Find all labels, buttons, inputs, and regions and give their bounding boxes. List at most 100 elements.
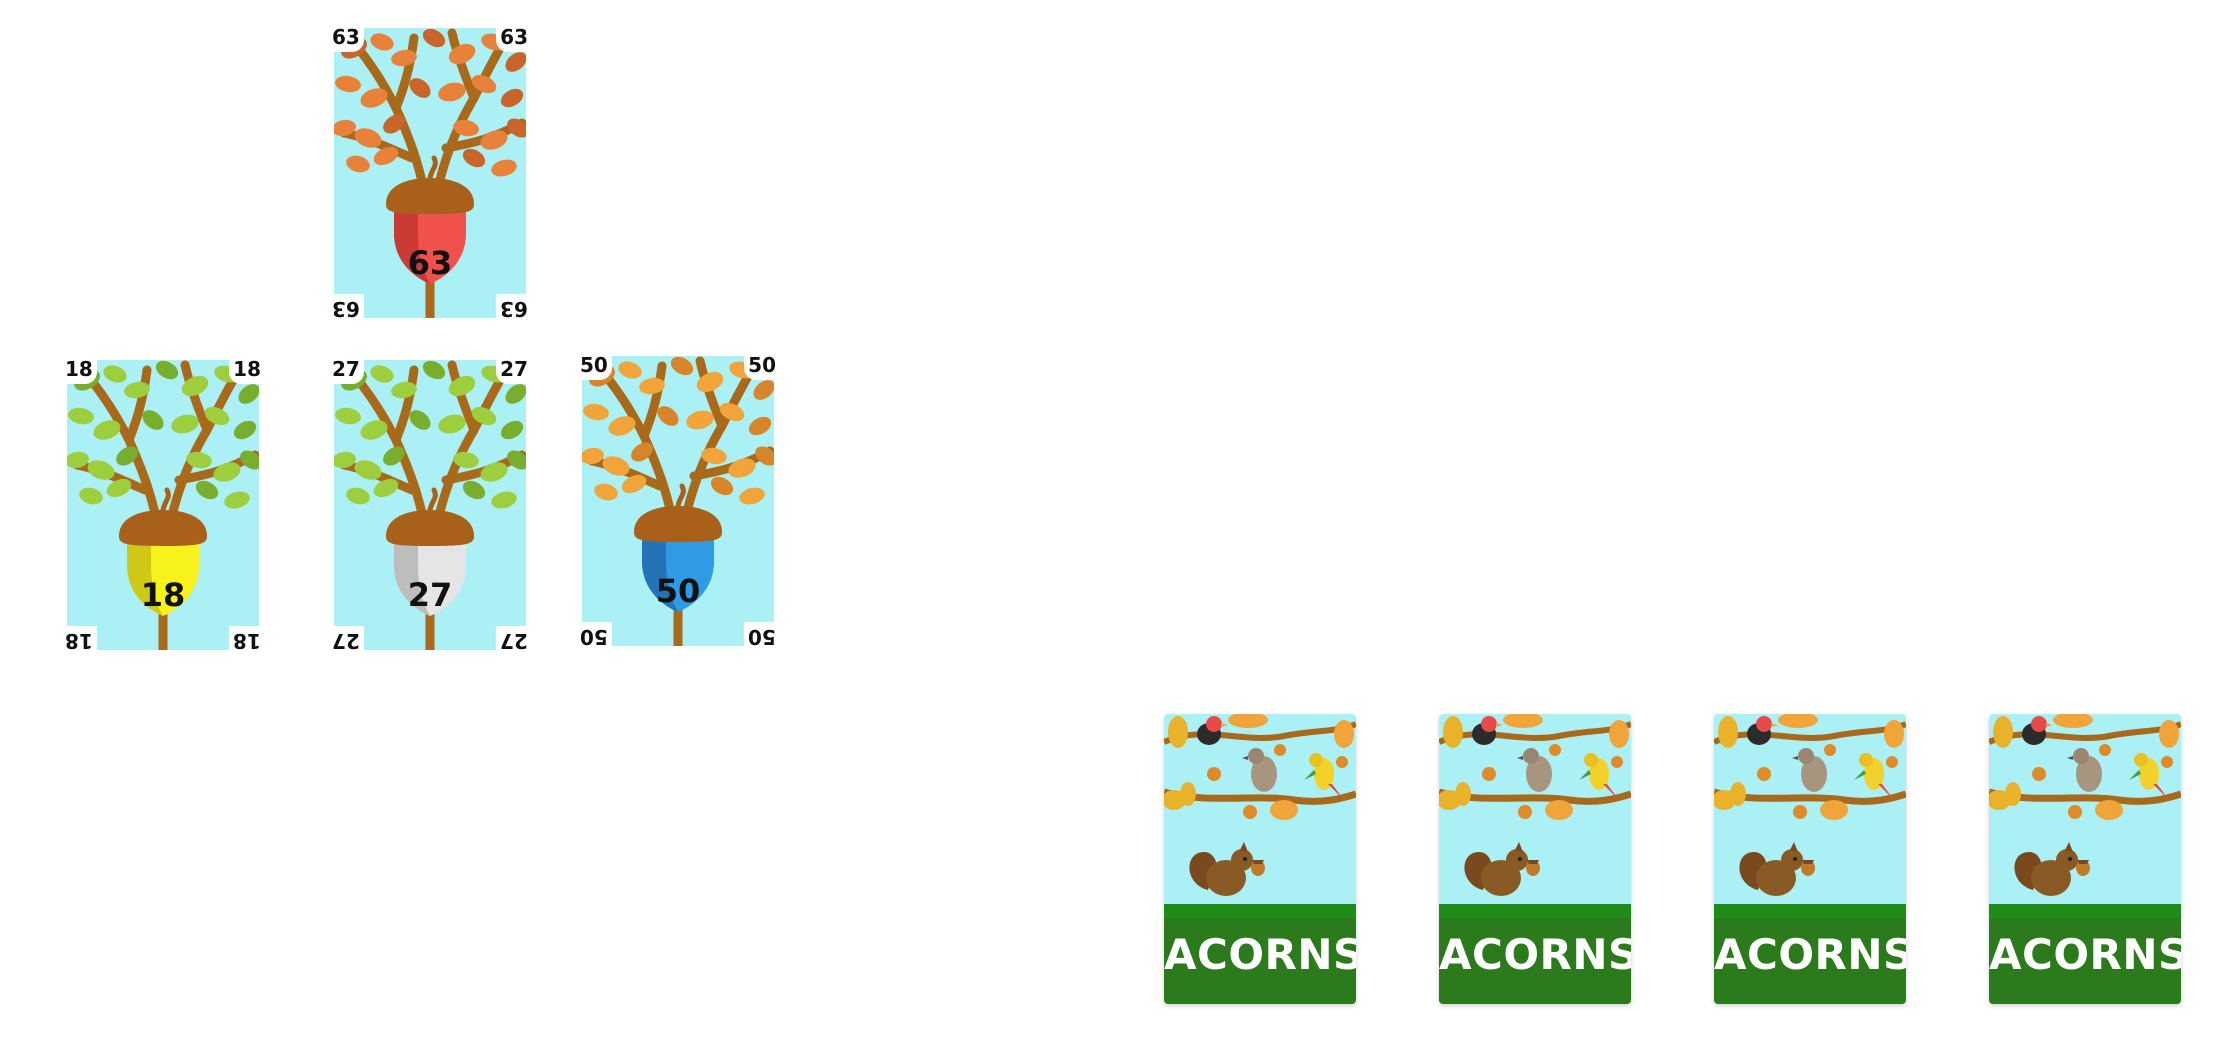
oak-leaf: [602, 456, 630, 476]
oak-leaf: [370, 33, 394, 51]
oak-leaf: [748, 416, 772, 436]
card-back-art: [1989, 714, 2181, 1004]
oak-leaf: [471, 406, 497, 426]
corner-value-bottom-right: 18: [229, 626, 265, 654]
card-63-art: [334, 28, 526, 318]
corner-value-top-right: 50: [744, 352, 780, 380]
oak-leaf: [422, 360, 446, 380]
oak-leaf: [491, 159, 517, 177]
oak-leaf: [448, 43, 476, 65]
acorn-icon: [386, 155, 474, 318]
card-back-label: ACORNS: [1989, 930, 2181, 979]
oak-leaf: [360, 88, 388, 108]
oak-leaf: [507, 450, 526, 470]
corner-value-bottom-left: 18: [61, 626, 97, 654]
oak-leaf: [240, 450, 259, 470]
oak-leaf: [67, 451, 89, 469]
oak-leaf: [409, 410, 431, 430]
oak-leaf: [346, 487, 370, 505]
oak-leaf: [480, 462, 508, 482]
oak-leaf: [462, 148, 486, 168]
card-back-label: ACORNS: [1439, 930, 1631, 979]
card-63[interactable]: 63 63 63 63 63: [328, 24, 532, 322]
corner-value-top-right: 27: [496, 356, 532, 384]
oak-leaf: [582, 447, 604, 465]
card-value: 18: [140, 576, 186, 614]
card-back-label: ACORNS: [1714, 930, 1906, 979]
oak-leaf: [621, 474, 647, 494]
oak-leaf: [422, 28, 446, 48]
oak-leaf: [142, 410, 164, 430]
oak-leaf: [453, 119, 479, 137]
oak-leaf: [383, 114, 405, 134]
card-27[interactable]: 27 27 27 27 27: [328, 356, 532, 654]
card-back[interactable]: ACORNS: [1164, 714, 1356, 1004]
oak-leaf: [68, 407, 94, 425]
corner-value-top-left: 27: [328, 356, 364, 384]
card-18-art: [67, 360, 259, 650]
oak-leaf: [103, 365, 127, 383]
oak-leaf: [755, 446, 774, 466]
oak-leaf: [335, 407, 361, 425]
oak-leaf: [505, 384, 526, 404]
corner-value-bottom-left: 50: [576, 622, 612, 650]
oak-leaf: [360, 420, 388, 440]
oak-leaf: [670, 356, 694, 376]
oak-leaf: [373, 146, 399, 166]
oak-leaf: [87, 460, 115, 480]
oak-leaf: [155, 360, 179, 380]
oak-leaf: [335, 75, 361, 93]
corner-value-bottom-left: 63: [328, 294, 364, 322]
card-back-art: [1164, 714, 1356, 1004]
oak-leaf: [204, 406, 230, 426]
oak-leaf: [116, 446, 138, 466]
oak-leaf: [224, 491, 250, 509]
card-50[interactable]: 50 50 50 50 50: [576, 352, 780, 650]
card-back[interactable]: ACORNS: [1989, 714, 2181, 1004]
oak-leaf: [354, 460, 382, 480]
oak-leaf: [505, 52, 526, 72]
oak-leaf: [500, 88, 524, 108]
card-value: 27: [407, 576, 453, 614]
oak-leaf: [583, 403, 609, 421]
oak-leaf: [181, 375, 209, 397]
oak-leaf: [453, 451, 479, 469]
oak-leaf: [639, 377, 665, 395]
oak-leaf: [334, 119, 356, 137]
oak-leaf: [186, 451, 212, 469]
corner-value-top-right: 63: [496, 24, 532, 52]
card-back[interactable]: ACORNS: [1714, 714, 1906, 1004]
oak-leaf: [594, 483, 618, 501]
oak-leaf: [657, 406, 679, 426]
oak-leaf: [370, 365, 394, 383]
oak-leaf: [171, 414, 199, 434]
card-back[interactable]: ACORNS: [1439, 714, 1631, 1004]
oak-leaf: [391, 381, 417, 399]
oak-leaf: [710, 476, 734, 496]
oak-leaf: [753, 380, 774, 400]
oak-leaf: [409, 78, 431, 98]
corner-value-top-right: 18: [229, 356, 265, 384]
card-value: 63: [407, 244, 453, 282]
corner-value-top-left: 50: [576, 352, 612, 380]
oak-leaf: [631, 442, 653, 462]
oak-leaf: [79, 487, 103, 505]
acorn-icon: [634, 483, 722, 646]
oak-leaf: [507, 118, 526, 138]
oak-leaf: [696, 371, 724, 393]
oak-leaf: [391, 49, 417, 67]
card-back-art: [1714, 714, 1906, 1004]
oak-leaf: [438, 414, 466, 434]
acorn-icon: [386, 487, 474, 650]
card-18[interactable]: 18 18 18 18 18: [61, 356, 265, 654]
acorn-icon: [119, 487, 207, 650]
corner-value-bottom-right: 27: [496, 626, 532, 654]
corner-value-bottom-right: 63: [496, 294, 532, 322]
oak-leaf: [383, 446, 405, 466]
oak-leaf: [491, 491, 517, 509]
oak-leaf: [480, 130, 508, 150]
card-value: 50: [655, 572, 701, 610]
oak-leaf: [354, 128, 382, 148]
card-back-art: [1439, 714, 1631, 1004]
oak-leaf: [739, 487, 765, 505]
